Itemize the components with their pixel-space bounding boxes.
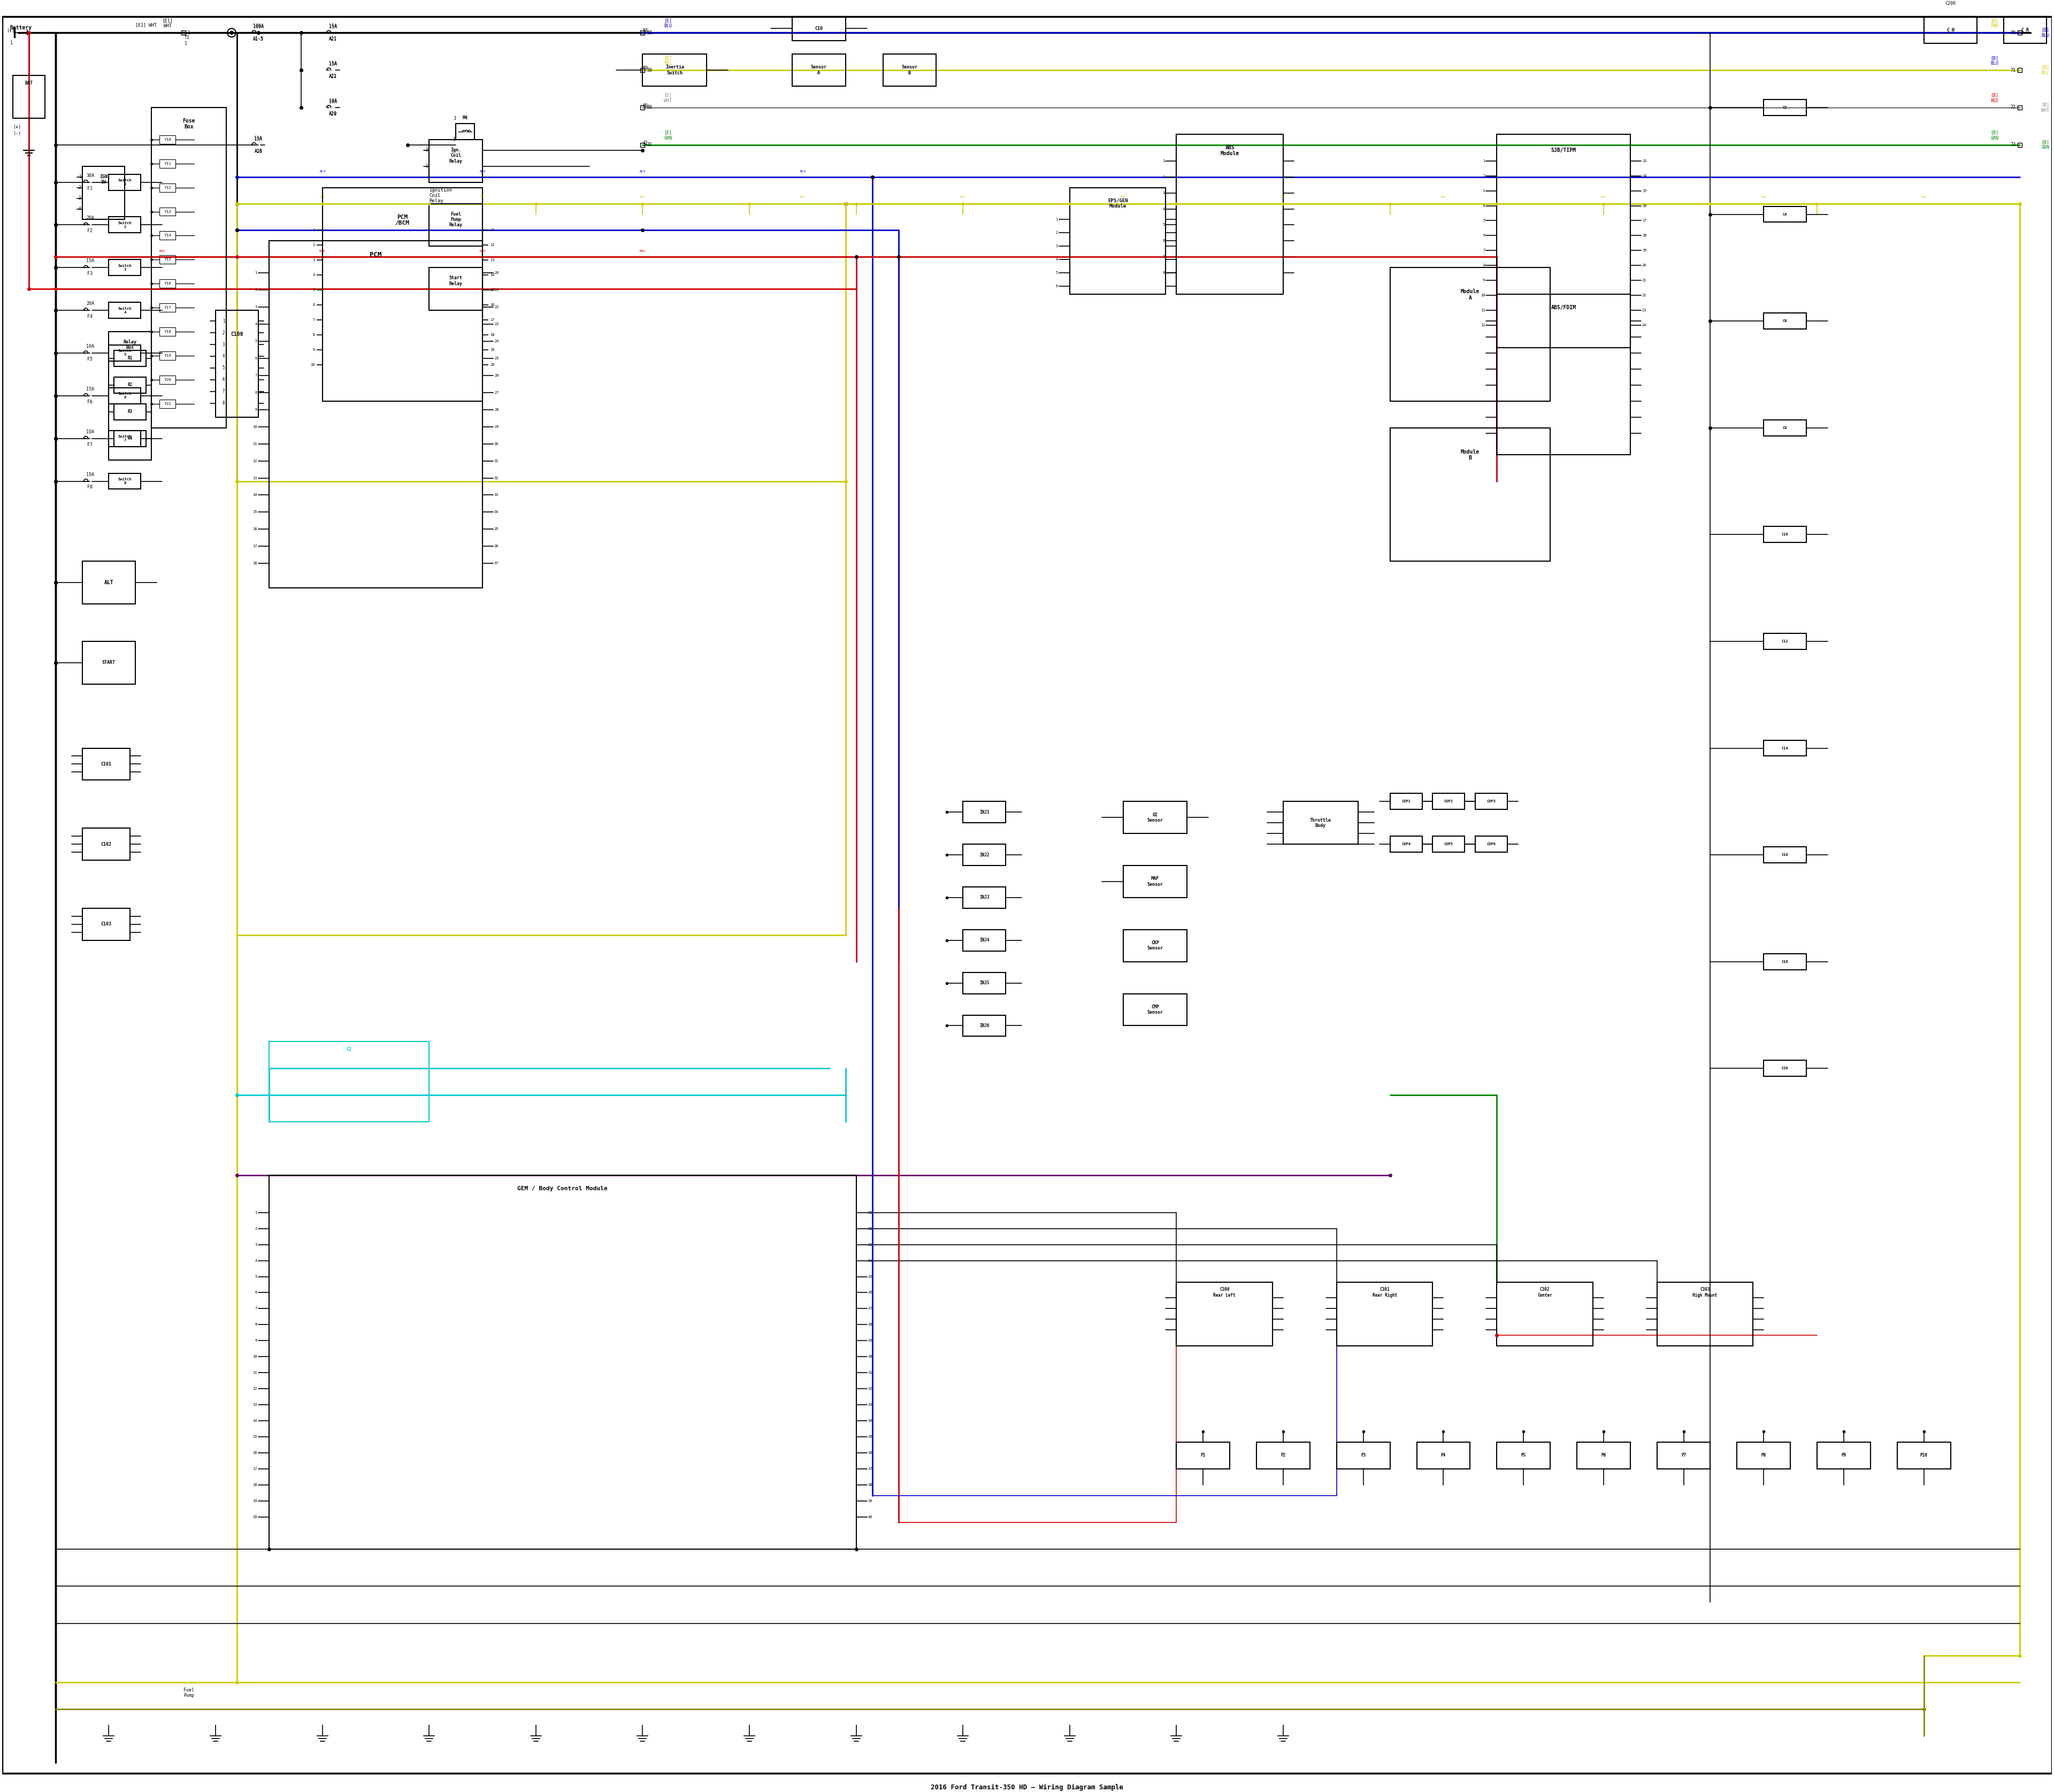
Text: 16: 16 [491,303,495,306]
Text: Throttle
Body: Throttle Body [1310,817,1331,828]
Text: 8: 8 [255,1322,257,1326]
Text: 71: 71 [2011,68,2015,72]
Text: YEL: YEL [1440,195,1446,199]
Text: F19: F19 [164,355,170,357]
Text: 35: 35 [869,1435,873,1439]
Text: 66: 66 [643,104,647,108]
Bar [109,346,142,360]
Text: SJB/TIPM: SJB/TIPM [1551,147,1575,152]
Bar [181,30,185,34]
Text: 15A: 15A [329,61,337,66]
Text: RED: RED [318,251,325,253]
Text: 3: 3 [255,305,257,308]
Text: Relay
Box: Relay Box [123,340,138,349]
Text: 8: 8 [1163,271,1165,274]
Text: [E]
GRN: [E] GRN [663,131,672,140]
Bar [1925,16,1978,43]
Text: ABS
Module: ABS Module [1220,145,1239,156]
Text: 26: 26 [869,1290,873,1294]
Text: BLU: BLU [799,170,805,172]
Text: Module
B: Module B [1460,450,1479,461]
Bar [269,240,483,588]
Text: INJ1: INJ1 [980,810,990,815]
Text: 1: 1 [255,271,257,274]
Text: 100A: 100A [253,23,263,29]
Text: Switch
4: Switch 4 [117,306,131,314]
Bar [793,16,846,41]
Text: 16: 16 [1641,204,1647,208]
Text: 20: 20 [253,1516,257,1518]
Text: 30: 30 [495,443,499,446]
Bar [1391,267,1551,401]
Text: C301
Rear Right: C301 Rear Right [1372,1287,1397,1297]
Bar [160,183,175,192]
Text: 11: 11 [1481,308,1485,312]
Text: COP3: COP3 [1487,799,1495,803]
Text: 7: 7 [1163,254,1165,258]
Bar [82,909,129,941]
Bar [641,106,645,109]
Text: 16: 16 [253,527,257,530]
Text: 7: 7 [312,319,314,321]
Text: 19: 19 [253,1500,257,1502]
Text: [B]
PWR: [B] PWR [1990,18,1999,29]
Bar [109,332,152,461]
Text: 25: 25 [869,1276,873,1278]
Text: C20: C20 [1781,1066,1789,1070]
Text: 5: 5 [255,1276,257,1278]
Text: Switch
5: Switch 5 [117,349,131,357]
Text: 24: 24 [869,1260,873,1262]
Text: Switch
8: Switch 8 [117,478,131,484]
Text: A1-5: A1-5 [253,38,263,41]
Text: 15: 15 [491,289,495,292]
Text: 12: 12 [253,1387,257,1391]
Text: 36: 36 [869,1452,873,1455]
Text: 9: 9 [255,409,257,410]
Text: Switch
1: Switch 1 [117,179,131,186]
Text: 19: 19 [1641,249,1647,253]
Text: A16: A16 [255,149,263,154]
Text: 21: 21 [495,289,499,292]
Text: BAT: BAT [25,81,33,86]
Text: 10A: 10A [329,99,337,104]
Text: CKP
Sensor: CKP Sensor [1146,941,1163,952]
Bar [1124,995,1187,1025]
Text: 17: 17 [1641,219,1647,222]
Text: 2: 2 [255,1228,257,1229]
Text: 17: 17 [253,545,257,548]
Text: 58: 58 [643,29,647,34]
Bar [1177,134,1284,294]
Text: T1
1: T1 1 [185,36,189,47]
Text: 37: 37 [869,1468,873,1471]
Text: 22: 22 [869,1228,873,1229]
Text: Fuse
Box: Fuse Box [183,118,195,129]
Text: A21: A21 [329,38,337,41]
Text: C200: C200 [1945,2,1955,5]
Text: 12: 12 [253,459,257,462]
Text: Start
Relay: Start Relay [450,276,462,287]
Text: 30A: 30A [86,174,94,177]
Text: R3: R3 [127,409,134,414]
Text: 6: 6 [1483,235,1485,237]
Text: 15A: 15A [86,258,94,263]
Text: EPS/GEN
Module: EPS/GEN Module [1107,199,1128,208]
Text: P2: P2 [1282,1453,1286,1459]
Text: BLU: BLU [318,170,325,172]
Text: 4: 4 [255,1260,257,1262]
Text: [E]
WHT: [E] WHT [663,93,672,104]
Text: [E1]
WHT: [E1] WHT [162,18,173,29]
Text: [B]
RED: [B] RED [1990,93,1999,104]
Bar [1257,1443,1310,1469]
Bar [216,310,259,418]
Text: 5: 5 [222,366,224,371]
Text: 2: 2 [1056,231,1058,235]
Text: [B]
BLU: [B] BLU [2042,27,2050,38]
Bar [1124,801,1187,833]
Text: 4: 4 [1483,204,1485,208]
Text: 20: 20 [495,271,499,274]
Text: 27: 27 [495,391,499,394]
Text: 17: 17 [491,319,495,321]
Text: (+): (+) [6,29,14,32]
Bar [1764,1061,1805,1077]
Text: C2: C2 [347,1047,351,1052]
